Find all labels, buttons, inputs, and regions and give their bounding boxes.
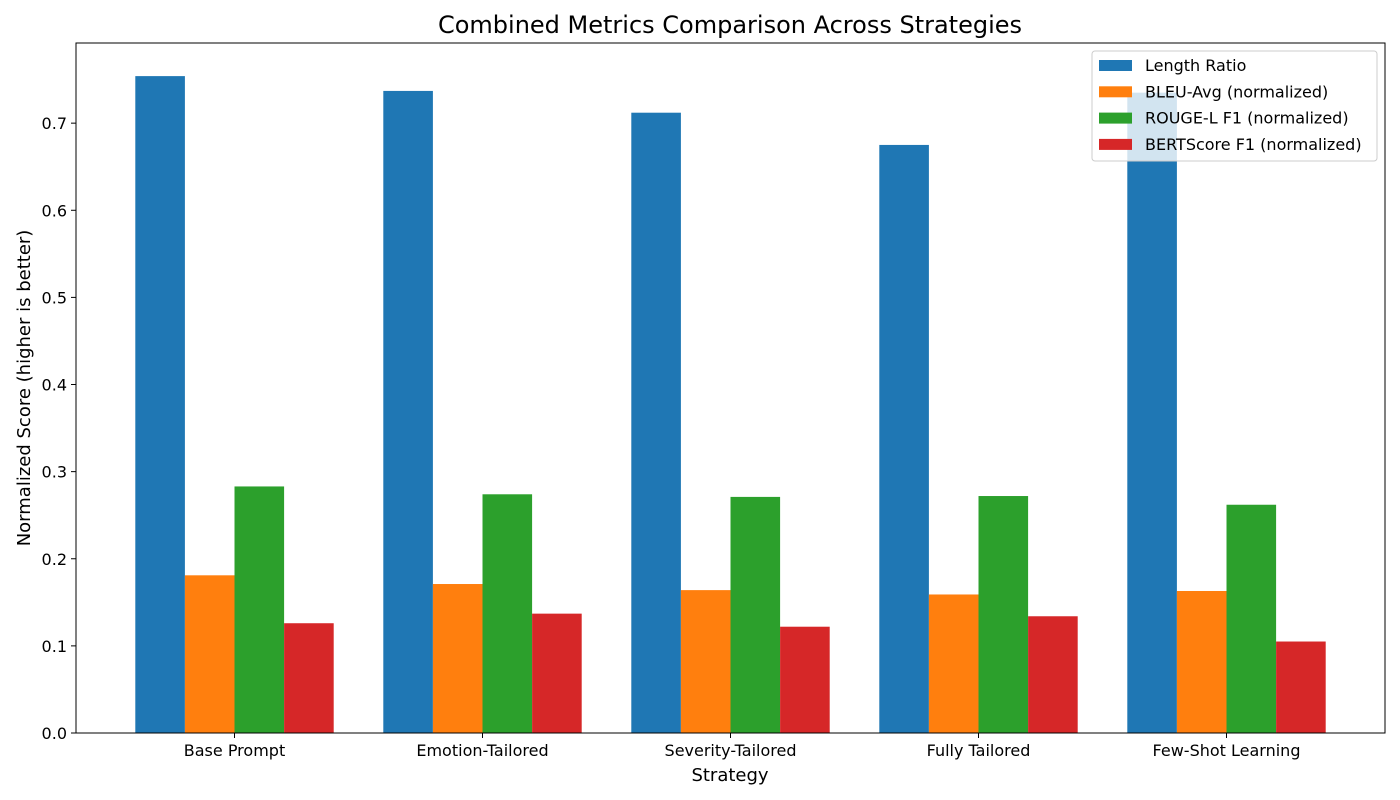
y-tick-label: 0.0 — [42, 724, 67, 743]
series-group — [135, 76, 1177, 734]
y-tick-label: 0.1 — [42, 637, 67, 656]
series-group — [284, 613, 1326, 733]
bar — [1028, 616, 1078, 733]
y-tick-label: 0.7 — [42, 114, 67, 133]
y-axis-label: Normalized Score (higher is better) — [14, 230, 35, 547]
series-group — [234, 486, 1277, 733]
bar — [978, 496, 1029, 733]
legend-swatch — [1099, 60, 1132, 71]
y-tick-label: 0.4 — [42, 376, 67, 395]
bar — [482, 494, 533, 733]
bar — [1176, 590, 1227, 733]
x-tick-label: Base Prompt — [184, 741, 285, 760]
bar — [631, 112, 681, 733]
bar — [879, 144, 929, 733]
bars-layer — [135, 76, 1326, 734]
chart-title: Combined Metrics Comparison Across Strat… — [438, 11, 1022, 39]
legend: Length Ratio BLEU-Avg (normalized) ROUGE-L… — [1091, 50, 1378, 162]
bar — [1127, 92, 1177, 733]
x-tick-label: Severity-Tailored — [665, 741, 797, 760]
y-tick-label: 0.5 — [42, 288, 67, 307]
bar — [730, 496, 781, 733]
bar — [234, 486, 285, 733]
plot-area-frame — [75, 42, 1386, 734]
bar — [284, 623, 334, 733]
bar — [532, 613, 582, 733]
bar — [184, 575, 235, 733]
bar — [383, 90, 433, 734]
bar — [928, 594, 979, 733]
legend-label: BLEU-Avg (normalized) — [1145, 82, 1328, 101]
x-tick-label: Emotion-Tailored — [416, 741, 548, 760]
bar — [780, 626, 830, 733]
bar — [1226, 504, 1277, 733]
x-tick-label: Fully Tailored — [927, 741, 1031, 760]
legend-label: Length Ratio — [1145, 56, 1246, 75]
legend-swatch — [1099, 112, 1132, 124]
y-tick-label: 0.6 — [42, 201, 67, 220]
legend-swatch — [1099, 138, 1132, 150]
bar — [680, 590, 731, 733]
legend-label: BERTScore F1 (normalized) — [1145, 135, 1362, 154]
x-tick-label: Few-Shot Learning — [1153, 741, 1301, 760]
legend-box — [1091, 50, 1378, 162]
bar — [1276, 641, 1326, 733]
y-tick-label: 0.2 — [42, 550, 67, 569]
ticks-layer: 0.0 0.1 0.2 0.3 0.4 0.5 0.6 0.7 Base Prompt Emoti… — [42, 114, 1301, 760]
bar — [432, 584, 483, 733]
series-group — [184, 575, 1227, 733]
y-tick-label: 0.3 — [42, 463, 67, 482]
bar — [135, 76, 185, 734]
x-axis-label: Strategy — [691, 765, 768, 786]
legend-swatch — [1099, 86, 1132, 98]
legend-label: ROUGE-L F1 (normalized) — [1145, 109, 1349, 128]
